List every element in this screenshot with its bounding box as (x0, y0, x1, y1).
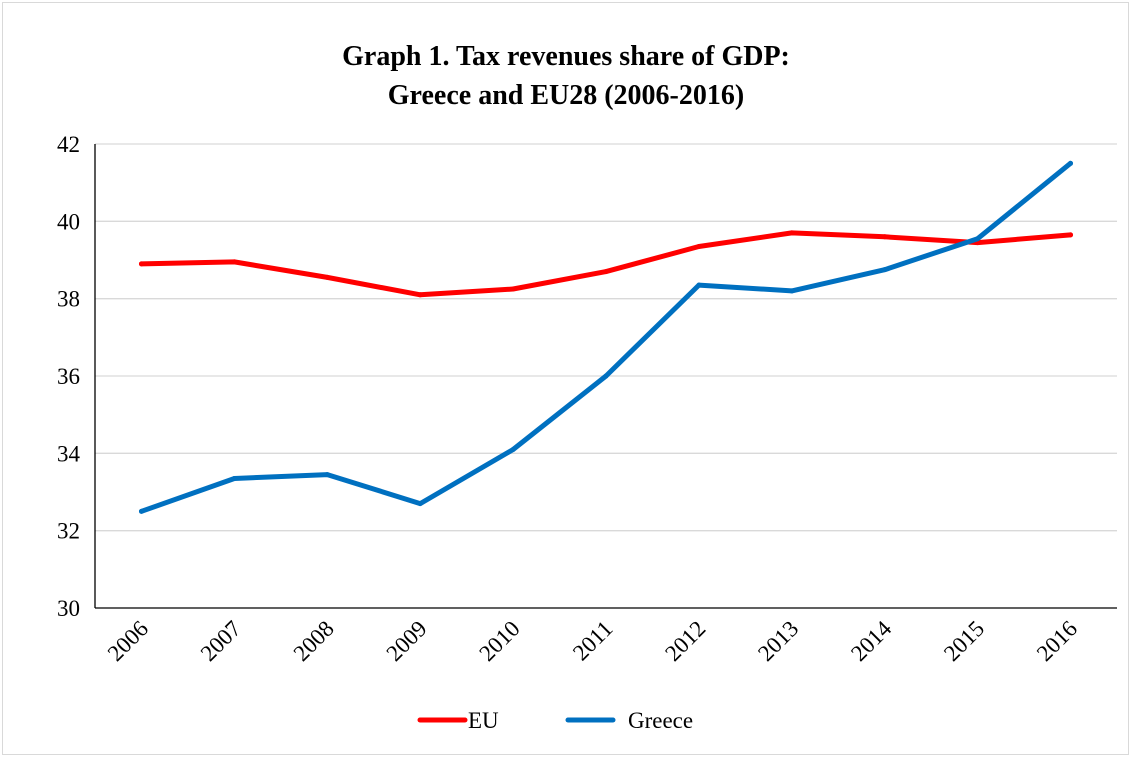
data-point-greece (324, 472, 330, 478)
x-tick-label: 2015 (939, 616, 989, 666)
data-point-eu (696, 243, 702, 249)
chart-title: Graph 1. Tax revenues share of GDP: (342, 41, 790, 72)
gridlines (95, 143, 1117, 532)
data-point-eu (510, 286, 516, 292)
x-tick-label: 2011 (568, 616, 618, 666)
y-tick-label: 30 (57, 596, 80, 621)
y-tick-label: 38 (57, 287, 80, 312)
y-tick-label: 40 (57, 209, 80, 234)
x-tick-label: 2008 (289, 616, 339, 666)
data-point-greece (231, 475, 237, 481)
legend: EU Greece (417, 708, 693, 733)
data-point-eu (789, 230, 795, 236)
legend-label-greece: Greece (628, 708, 693, 733)
x-tick-labels: 2006 2007 2008 2009 2010 2011 2012 2013 2014 2015… (103, 616, 1082, 667)
data-point-eu (231, 259, 237, 265)
data-point-eu (138, 261, 144, 267)
y-tick-label: 34 (57, 441, 81, 466)
data-point-greece (138, 508, 144, 514)
axes (94, 144, 1117, 609)
data-point-greece (789, 288, 795, 294)
x-tick-label: 2010 (474, 616, 524, 666)
data-point-eu (417, 292, 423, 298)
x-tick-label: 2012 (660, 616, 710, 666)
x-tick-label: 2007 (196, 616, 246, 666)
data-point-eu (603, 269, 609, 275)
data-point-eu (324, 274, 330, 280)
data-point-greece (603, 373, 609, 379)
x-tick-label: 2009 (382, 616, 432, 666)
y-tick-label: 32 (57, 519, 80, 544)
y-tick-labels: 30 32 34 36 38 40 42 (57, 132, 81, 621)
series-line-eu (139, 230, 1073, 298)
data-point-greece (510, 446, 516, 452)
data-point-greece (1068, 160, 1074, 166)
chart-subtitle: Greece and EU28 (2006-2016) (388, 80, 744, 111)
data-point-eu (1068, 232, 1074, 238)
data-point-greece (882, 267, 888, 273)
x-tick-label: 2013 (753, 616, 803, 666)
y-tick-label: 42 (57, 132, 80, 157)
data-point-eu (882, 234, 888, 240)
series-line-greece (139, 160, 1073, 514)
x-tick-label: 2006 (103, 616, 153, 666)
series-lines (138, 160, 1074, 514)
legend-label-eu: EU (468, 708, 499, 733)
y-tick-label: 36 (57, 364, 80, 389)
x-tick-label: 2016 (1032, 616, 1082, 666)
data-point-greece (417, 501, 423, 507)
x-tick-label: 2014 (846, 616, 897, 667)
data-point-greece (975, 236, 981, 242)
data-point-greece (696, 282, 702, 288)
